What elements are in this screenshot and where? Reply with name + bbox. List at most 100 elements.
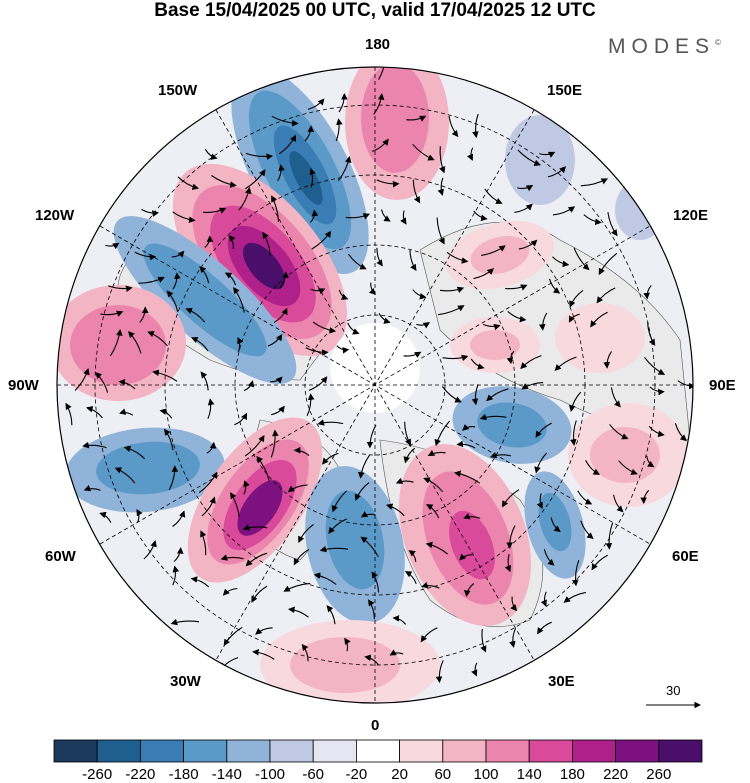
- colorbar-swatch: [442, 739, 487, 763]
- colorbar-tick-label: -180: [168, 766, 199, 783]
- wind-vector: [207, 398, 215, 419]
- wind-vector: [141, 208, 159, 217]
- wind-vector: [583, 214, 602, 226]
- wind-vector: [385, 503, 405, 517]
- wind-vector: [242, 524, 268, 531]
- wind-vector: [404, 421, 412, 446]
- wind-vector: [211, 175, 237, 188]
- wind-vector: [507, 310, 527, 323]
- wind-vector: [439, 146, 446, 174]
- wind-vector: [245, 152, 274, 160]
- colorbar-swatch: [53, 739, 98, 763]
- wind-vector: [348, 253, 367, 270]
- lon-label-150e: 150E: [547, 82, 583, 99]
- colorbar-swatch: [96, 739, 141, 763]
- wind-vector: [270, 429, 279, 458]
- wind-vector: [463, 513, 481, 520]
- colorbar-swatch: [269, 739, 314, 763]
- wind-vector: [74, 368, 90, 391]
- wind-vector: [256, 455, 271, 482]
- wind-vector: [580, 520, 594, 540]
- wind-vector: [585, 459, 600, 475]
- brand-logo: MODES©: [608, 35, 721, 58]
- map-boundary: [56, 66, 694, 704]
- wind-vector: [376, 247, 383, 267]
- colorbar-swatch: [355, 739, 400, 763]
- wind-vector: [270, 376, 283, 384]
- wind-vector: [319, 545, 349, 553]
- wind-vector: [198, 471, 218, 494]
- wind-vector: [360, 536, 379, 557]
- wind-vector: [420, 627, 438, 643]
- wind-vector: [506, 350, 515, 365]
- wind-vector: [501, 489, 520, 508]
- wind-vector: [421, 581, 440, 589]
- wind-vector: [456, 440, 476, 449]
- wind-vector: [358, 454, 371, 479]
- wind-vector: [335, 118, 343, 142]
- map-title: Base 15/04/2025 00 UTC, valid 17/04/2025…: [154, 0, 596, 21]
- wind-vector: [199, 266, 210, 284]
- wind-vector: [563, 591, 586, 603]
- wind-vector: [237, 337, 244, 353]
- colorbar-tick-label: 180: [559, 766, 585, 783]
- wind-vector: [649, 386, 665, 396]
- wind-vector: [345, 213, 371, 220]
- wind-vector: [607, 212, 618, 237]
- wind-vector: [554, 356, 577, 371]
- wind-vector: [404, 571, 417, 584]
- colorbar-tick-label: -20: [345, 766, 368, 783]
- colorbar-tick-label: -100: [254, 766, 286, 783]
- wind-vector: [480, 628, 487, 653]
- wind-vector: [273, 307, 288, 323]
- wind-vector: [251, 585, 268, 603]
- wind-vector: [283, 582, 311, 592]
- wind-vector: [168, 465, 179, 490]
- wind-vector: [643, 285, 652, 300]
- colorbar-swatch: [615, 739, 660, 763]
- wind-vector: [539, 151, 556, 158]
- lon-label-120w: 120W: [35, 207, 75, 224]
- lon-label-60e: 60E: [672, 548, 699, 565]
- wind-vector: [322, 452, 339, 465]
- wind-vector: [313, 572, 337, 585]
- wind-vector: [86, 406, 103, 419]
- wind-vector: [238, 186, 252, 211]
- wind-vector: [596, 287, 616, 304]
- wind-vector: [459, 553, 473, 561]
- wind-vector: [326, 605, 336, 625]
- lon-label-150w: 150W: [158, 82, 198, 99]
- wind-vector: [538, 312, 548, 331]
- wind-vector: [277, 164, 285, 182]
- colorbar-tick-label: -140: [211, 766, 242, 783]
- wind-vector: [119, 408, 134, 416]
- wind-vector: [435, 660, 444, 684]
- wind-vector: [308, 376, 328, 391]
- wind-vector: [234, 412, 248, 426]
- wind-vector: [311, 230, 332, 250]
- wind-vector: [306, 393, 315, 417]
- wind-vector: [464, 583, 475, 597]
- wind-vector: [271, 405, 285, 416]
- wind-vector: [462, 424, 476, 431]
- wind-vector: [312, 321, 337, 334]
- wind-vector: [612, 494, 624, 513]
- wind-vector: [228, 234, 236, 249]
- wind-vector: [139, 306, 149, 323]
- wind-vector: [510, 596, 518, 612]
- wind-vector: [118, 378, 136, 390]
- wind-vector: [328, 518, 348, 534]
- wind-vector: [298, 523, 314, 543]
- wind-vector: [203, 207, 227, 214]
- wind-vector: [262, 231, 271, 256]
- wind-vector: [408, 550, 417, 562]
- lon-label-30w: 30W: [170, 673, 201, 690]
- wind-vector: [577, 490, 593, 505]
- wind-vector: [423, 477, 444, 493]
- wind-vector: [472, 113, 479, 139]
- wind-vector: [648, 425, 665, 438]
- colorbar-tick-label: 140: [516, 766, 542, 783]
- wind-vector: [434, 420, 450, 447]
- wind-vector: [166, 290, 179, 312]
- wind-vector: [105, 242, 120, 250]
